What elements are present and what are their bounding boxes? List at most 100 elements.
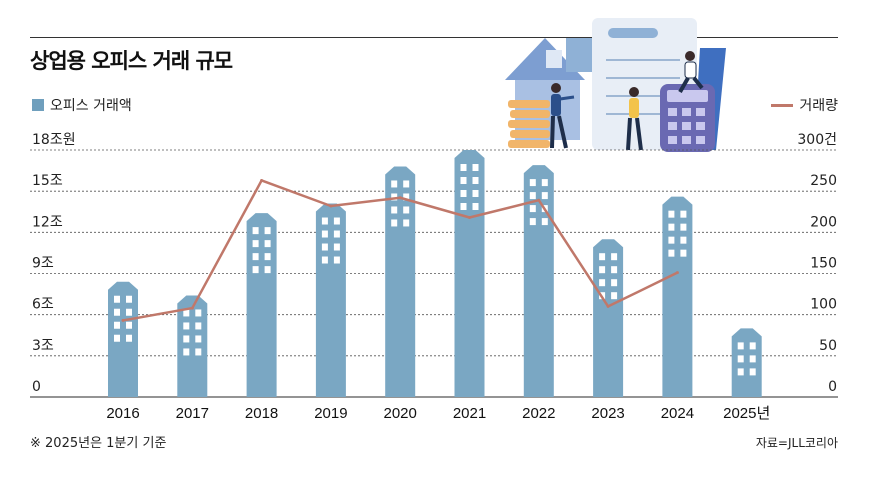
person-left-illustration bbox=[550, 83, 575, 149]
bar-window bbox=[321, 230, 328, 238]
left-tick-label: 15조 bbox=[32, 173, 63, 189]
bar-window bbox=[680, 236, 687, 244]
footnote: ※ 2025년은 1분기 기준 bbox=[30, 436, 167, 451]
x-tick-label: 2018 bbox=[245, 405, 278, 422]
chart-title: 상업용 오피스 거래 규모 bbox=[30, 49, 233, 73]
right-tick-label: 100 bbox=[810, 297, 837, 313]
top-rule bbox=[30, 37, 838, 38]
bar-window bbox=[529, 218, 536, 226]
left-tick-label: 9조 bbox=[32, 256, 54, 272]
legend-line-label: 거래량 bbox=[799, 98, 838, 114]
bar-window bbox=[126, 334, 132, 342]
bar-window bbox=[472, 177, 479, 184]
bar-body bbox=[593, 239, 624, 397]
bar-window bbox=[668, 210, 675, 218]
bar-window bbox=[321, 243, 328, 251]
bar-2020 bbox=[385, 166, 416, 397]
bar-window bbox=[252, 240, 259, 248]
house-roof bbox=[505, 38, 585, 80]
bar-window bbox=[668, 249, 675, 257]
bar-2017 bbox=[177, 295, 208, 397]
bar-window bbox=[529, 192, 536, 200]
bar-window bbox=[321, 256, 328, 264]
bar-window bbox=[749, 355, 756, 363]
x-tick-label: 2022 bbox=[522, 405, 555, 422]
right-axis-ticks: 0 50 100 150 200 250 300건 bbox=[797, 132, 837, 395]
bar-window bbox=[680, 223, 687, 231]
legend-bar-label: 오피스 거래액 bbox=[50, 98, 132, 114]
bar-body bbox=[731, 328, 762, 397]
bar-window bbox=[749, 368, 756, 376]
bar-window bbox=[460, 190, 467, 197]
x-tick-label: 2025년 bbox=[723, 405, 770, 422]
bar-window bbox=[460, 177, 467, 184]
right-tick-label: 200 bbox=[810, 214, 837, 230]
bar-window bbox=[611, 292, 618, 300]
left-tick-label: 12조 bbox=[32, 214, 63, 230]
bar-window bbox=[529, 179, 536, 187]
bar-window bbox=[737, 368, 744, 376]
bar-window bbox=[737, 342, 744, 350]
bar-window bbox=[403, 193, 410, 201]
bar-window bbox=[403, 206, 410, 214]
bar-window bbox=[114, 321, 120, 329]
right-tick-label: 0 bbox=[828, 379, 837, 395]
bar-window bbox=[541, 192, 548, 200]
legend-bars: 오피스 거래액 bbox=[32, 95, 132, 115]
x-axis-ticks: 2016 2017 2018 2019 2020 2021 2022 2023 2024 2025… bbox=[106, 405, 770, 422]
bar-window bbox=[737, 355, 744, 363]
left-tick-label: 6조 bbox=[32, 297, 54, 313]
bar-2024 bbox=[662, 196, 693, 397]
bar-window bbox=[264, 253, 271, 261]
bar-window bbox=[680, 249, 687, 257]
bar-series bbox=[108, 150, 762, 397]
legend-line: 거래량 bbox=[771, 95, 838, 115]
x-tick-label: 2020 bbox=[384, 405, 417, 422]
left-tick-label: 0 bbox=[32, 379, 41, 395]
bar-window bbox=[183, 309, 190, 317]
volume-point bbox=[190, 306, 194, 310]
bar-window bbox=[749, 342, 756, 350]
bar-window bbox=[611, 253, 618, 261]
bar-window bbox=[252, 266, 259, 274]
bar-window bbox=[195, 309, 202, 317]
legend-line-swatch bbox=[771, 103, 794, 107]
bar-window bbox=[264, 266, 271, 274]
x-tick-label: 2016 bbox=[106, 405, 139, 422]
bar-window bbox=[391, 180, 398, 188]
bar-2018 bbox=[246, 213, 277, 397]
grid-lines bbox=[30, 149, 838, 398]
bar-window bbox=[541, 218, 548, 226]
bar-window bbox=[183, 348, 190, 356]
bar-window bbox=[321, 217, 328, 225]
bar-window bbox=[599, 266, 606, 274]
bar-window bbox=[391, 193, 398, 201]
x-tick-label: 2024 bbox=[661, 405, 694, 422]
bar-2022 bbox=[523, 165, 554, 397]
bar-window bbox=[114, 334, 120, 342]
bar-window bbox=[460, 203, 467, 210]
bar-window bbox=[599, 279, 606, 287]
bar-window bbox=[126, 321, 132, 329]
volume-point bbox=[606, 304, 610, 308]
bar-window bbox=[126, 295, 132, 303]
bar-window bbox=[114, 308, 120, 316]
bar-window bbox=[252, 253, 259, 261]
person-middle-illustration bbox=[626, 87, 643, 151]
bar-window bbox=[668, 223, 675, 231]
bar-window bbox=[611, 266, 618, 274]
bar-window bbox=[264, 240, 271, 248]
bar-window bbox=[599, 253, 606, 261]
left-axis-ticks: 0 3조 6조 9조 12조 15조 18조원 bbox=[32, 132, 76, 395]
bar-window bbox=[333, 243, 340, 251]
x-tick-label: 2019 bbox=[314, 405, 347, 422]
bar-window bbox=[541, 179, 548, 187]
right-tick-label: 300건 bbox=[797, 132, 837, 148]
bar-window bbox=[114, 295, 120, 303]
illustration bbox=[505, 18, 726, 152]
person-right-illustration bbox=[678, 51, 704, 93]
volume-point bbox=[468, 216, 471, 220]
bar-window bbox=[680, 210, 687, 218]
bar-window bbox=[403, 180, 410, 188]
